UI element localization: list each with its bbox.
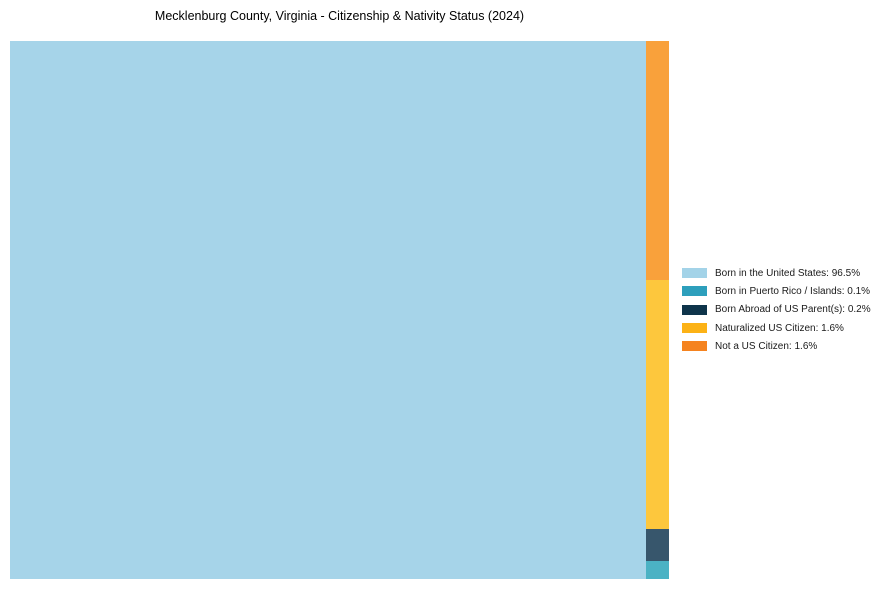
legend-swatch-born-abroad-of-us-parent-s [682, 304, 707, 315]
treemap-rect-not-a-us-citizen [646, 41, 669, 280]
treemap-rect-naturalized-us-citizen [646, 280, 669, 529]
legend-label-not-a-us-citizen: Not a US Citizen: 1.6% [715, 340, 818, 352]
legend-row-naturalized-us-citizen: Naturalized US Citizen: 1.6% [682, 319, 871, 337]
treemap-rect-born-in-the-united-states [10, 41, 646, 579]
legend-label-born-in-the-united-states: Born in the United States: 96.5% [715, 267, 861, 279]
legend-swatch-born-in-the-united-states [682, 268, 707, 279]
treemap-rect-born-abroad-of-us-parent-s [646, 529, 669, 561]
chart-title: Mecklenburg County, Virginia - Citizensh… [154, 9, 525, 23]
treemap-rect-born-in-puerto-rico-islands [646, 561, 669, 579]
legend-row-born-in-puerto-rico-islands: Born in Puerto Rico / Islands: 0.1% [682, 282, 871, 300]
legend-row-born-in-the-united-states: Born in the United States: 96.5% [682, 264, 871, 282]
legend-swatch-naturalized-us-citizen [682, 323, 707, 334]
legend-label-born-in-puerto-rico-islands: Born in Puerto Rico / Islands: 0.1% [715, 285, 871, 297]
treemap-plot [10, 41, 669, 579]
legend-row-born-abroad-of-us-parent-s: Born Abroad of US Parent(s): 0.2% [682, 301, 871, 319]
legend-label-naturalized-us-citizen: Naturalized US Citizen: 1.6% [715, 322, 844, 334]
legend-swatch-born-in-puerto-rico-islands [682, 286, 707, 297]
legend-label-born-abroad-of-us-parent-s: Born Abroad of US Parent(s): 0.2% [715, 304, 871, 316]
legend: Born in the United States: 96.5% Born in … [682, 264, 871, 355]
legend-row-not-a-us-citizen: Not a US Citizen: 1.6% [682, 337, 871, 355]
legend-swatch-not-a-us-citizen [682, 341, 707, 352]
